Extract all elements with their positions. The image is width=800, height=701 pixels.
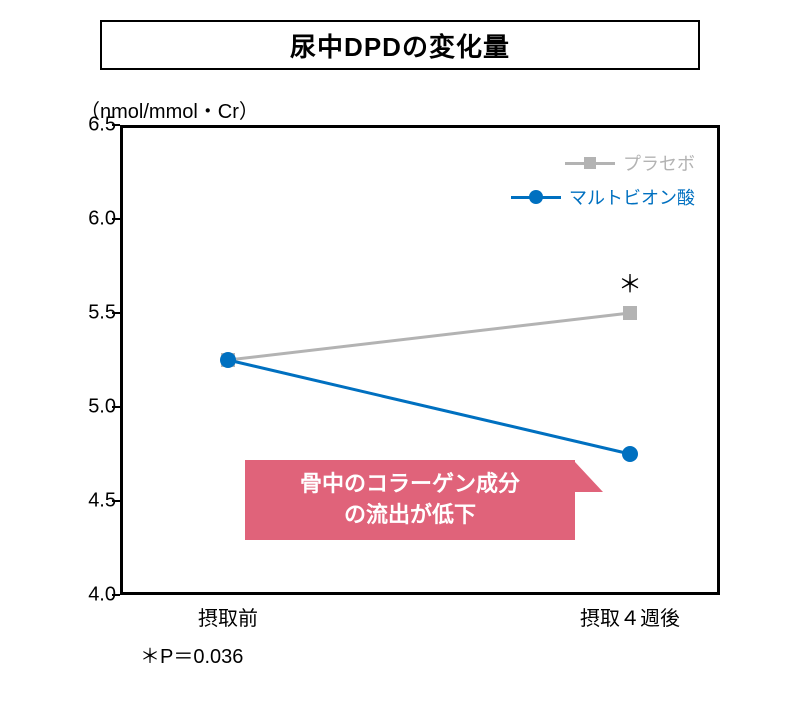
y-tick-mark — [112, 594, 120, 596]
legend-line — [565, 162, 615, 165]
data-marker — [623, 306, 637, 320]
y-tick-mark — [112, 124, 120, 126]
callout-box: 骨中のコラーゲン成分の流出が低下 — [245, 460, 575, 540]
legend-line — [511, 196, 561, 199]
chart-title-box: 尿中DPDの変化量 — [100, 20, 700, 70]
legend-label: プラセボ — [623, 150, 695, 176]
footnote: ＊P＝0.036 — [140, 640, 243, 669]
x-tick-label: 摂取４週後 — [580, 602, 680, 631]
callout-text: 骨中のコラーゲン成分の流出が低下 — [300, 469, 520, 531]
legend-item: プラセボ — [511, 150, 695, 176]
legend-marker-icon — [584, 157, 596, 169]
x-tick-label: 摂取前 — [198, 602, 258, 631]
y-tick-mark — [112, 218, 120, 220]
y-tick-mark — [112, 406, 120, 408]
legend-label: マルトビオン酸 — [569, 184, 695, 210]
data-marker — [220, 352, 236, 368]
legend: プラセボマルトビオン酸 — [511, 150, 695, 218]
chart-title: 尿中DPDの変化量 — [290, 27, 510, 64]
callout-pointer — [575, 462, 603, 492]
legend-item: マルトビオン酸 — [511, 184, 695, 210]
legend-marker-icon — [529, 190, 543, 204]
significance-marker: ＊ — [618, 264, 642, 299]
series-line — [228, 313, 630, 360]
data-marker — [622, 446, 638, 462]
series-line — [228, 360, 630, 454]
y-tick-mark — [112, 500, 120, 502]
y-tick-mark — [112, 312, 120, 314]
